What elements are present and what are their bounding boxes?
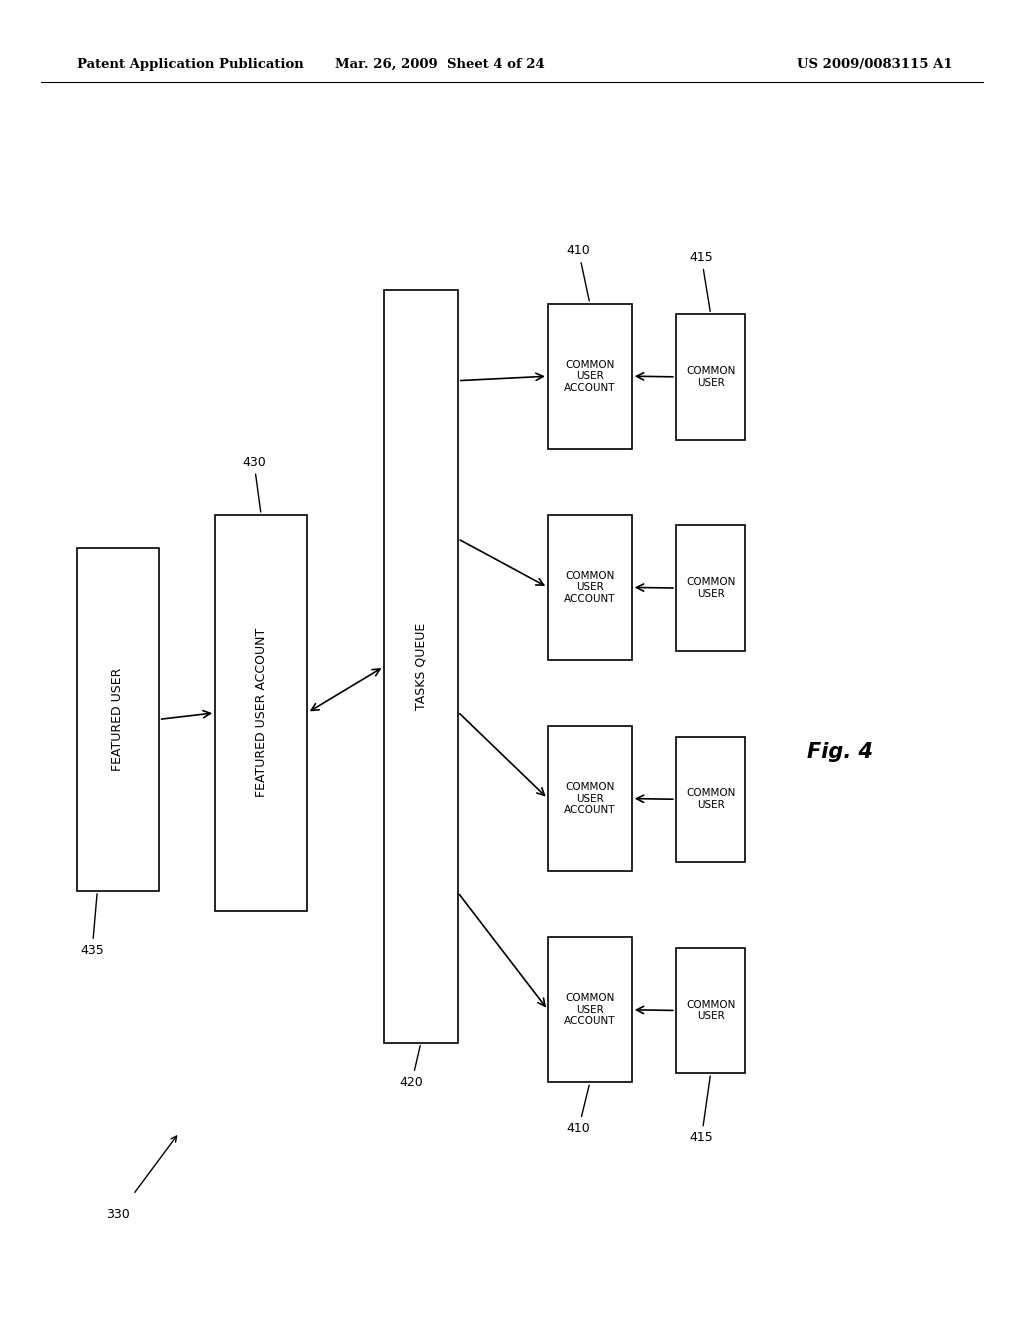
Bar (676, 737, 745, 862)
Text: US 2009/0083115 A1: US 2009/0083115 A1 (797, 58, 952, 71)
Text: COMMON
USER: COMMON USER (686, 999, 735, 1022)
Bar (676, 948, 745, 1073)
Bar (548, 304, 632, 449)
Bar (548, 937, 632, 1082)
Bar (215, 515, 307, 911)
Text: Fig. 4: Fig. 4 (807, 742, 872, 763)
Bar (548, 515, 632, 660)
Text: FEATURED USER ACCOUNT: FEATURED USER ACCOUNT (255, 628, 267, 797)
Bar (384, 290, 458, 1043)
Bar (548, 726, 632, 871)
Bar (676, 525, 745, 651)
Text: COMMON
USER: COMMON USER (686, 366, 735, 388)
Text: 415: 415 (689, 251, 714, 312)
Text: COMMON
USER: COMMON USER (686, 577, 735, 599)
Text: COMMON
USER
ACCOUNT: COMMON USER ACCOUNT (564, 570, 615, 605)
Text: TASKS QUEUE: TASKS QUEUE (415, 623, 427, 710)
Text: 330: 330 (105, 1208, 130, 1221)
Text: COMMON
USER
ACCOUNT: COMMON USER ACCOUNT (564, 993, 615, 1027)
Text: 410: 410 (566, 1085, 591, 1135)
Text: Mar. 26, 2009  Sheet 4 of 24: Mar. 26, 2009 Sheet 4 of 24 (336, 58, 545, 71)
Text: 415: 415 (689, 1076, 714, 1144)
Text: COMMON
USER
ACCOUNT: COMMON USER ACCOUNT (564, 359, 615, 393)
Bar (77, 548, 159, 891)
Text: 430: 430 (242, 455, 266, 512)
Text: COMMON
USER: COMMON USER (686, 788, 735, 810)
Text: FEATURED USER: FEATURED USER (112, 668, 124, 771)
Text: 435: 435 (80, 894, 104, 957)
Text: Patent Application Publication: Patent Application Publication (77, 58, 303, 71)
Text: 410: 410 (566, 244, 591, 301)
Text: COMMON
USER
ACCOUNT: COMMON USER ACCOUNT (564, 781, 615, 816)
Bar (676, 314, 745, 440)
Text: 420: 420 (399, 1045, 424, 1089)
